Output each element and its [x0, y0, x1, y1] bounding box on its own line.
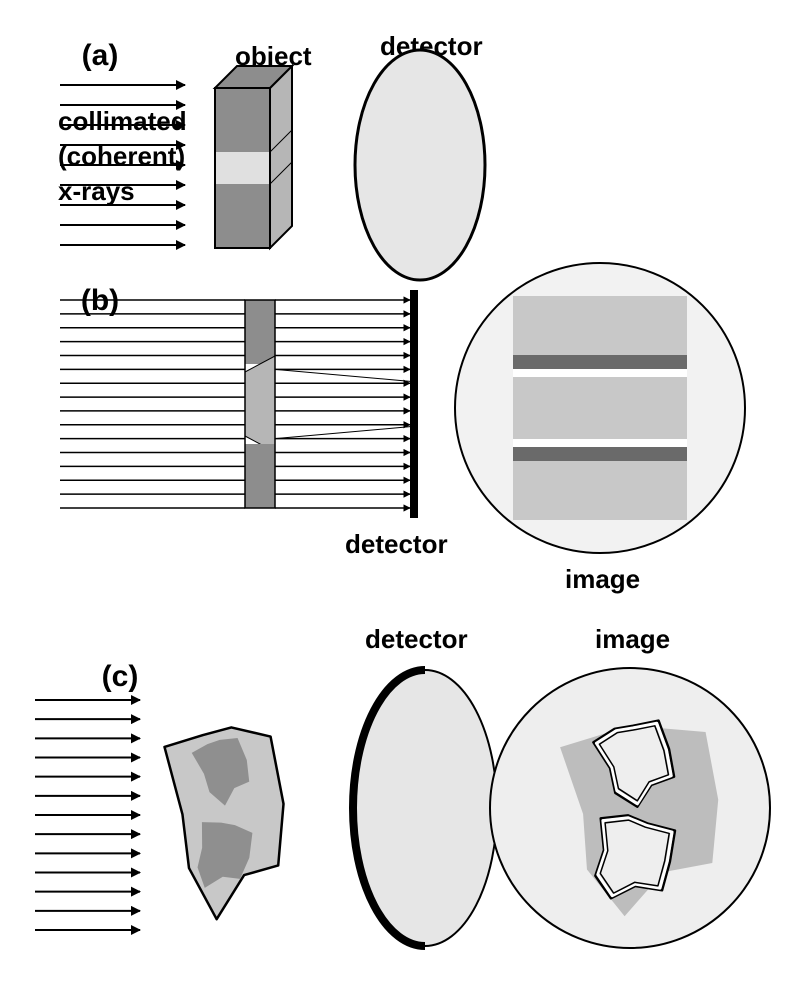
image-bands-b [513, 296, 687, 520]
refracted-ray [275, 369, 410, 381]
detector-bar [410, 290, 418, 518]
image-band-3 [513, 377, 687, 439]
detector-label-c: detector [365, 624, 468, 654]
image-label-b: image [565, 564, 640, 594]
diagram-canvas: (a)objectdetectorcollimated(coherent)x-r… [0, 0, 790, 982]
image-band-2 [513, 369, 687, 377]
xray-label-1: collimated [58, 106, 187, 136]
image-band-1 [513, 355, 687, 369]
xray-label-3: x-rays [58, 176, 135, 206]
panel-c-label: (c) [102, 660, 139, 693]
detector-label-b: detector [345, 529, 448, 559]
object-band-1 [215, 152, 270, 184]
object-band-b-1 [245, 356, 275, 452]
object-band-b-2 [245, 444, 275, 508]
image-label-c: image [595, 624, 670, 654]
detector-a [355, 50, 485, 280]
object-side [270, 66, 292, 248]
object-band-0 [215, 88, 270, 152]
object-band-2 [215, 184, 270, 248]
refracted-ray [275, 427, 410, 439]
image-band-6 [513, 461, 687, 520]
panel-a-label: (a) [82, 39, 119, 72]
image-band-5 [513, 447, 687, 461]
object-band-b-0 [245, 300, 275, 364]
image-band-4 [513, 439, 687, 447]
xray-label-2: (coherent) [58, 141, 185, 171]
image-band-0 [513, 296, 687, 355]
